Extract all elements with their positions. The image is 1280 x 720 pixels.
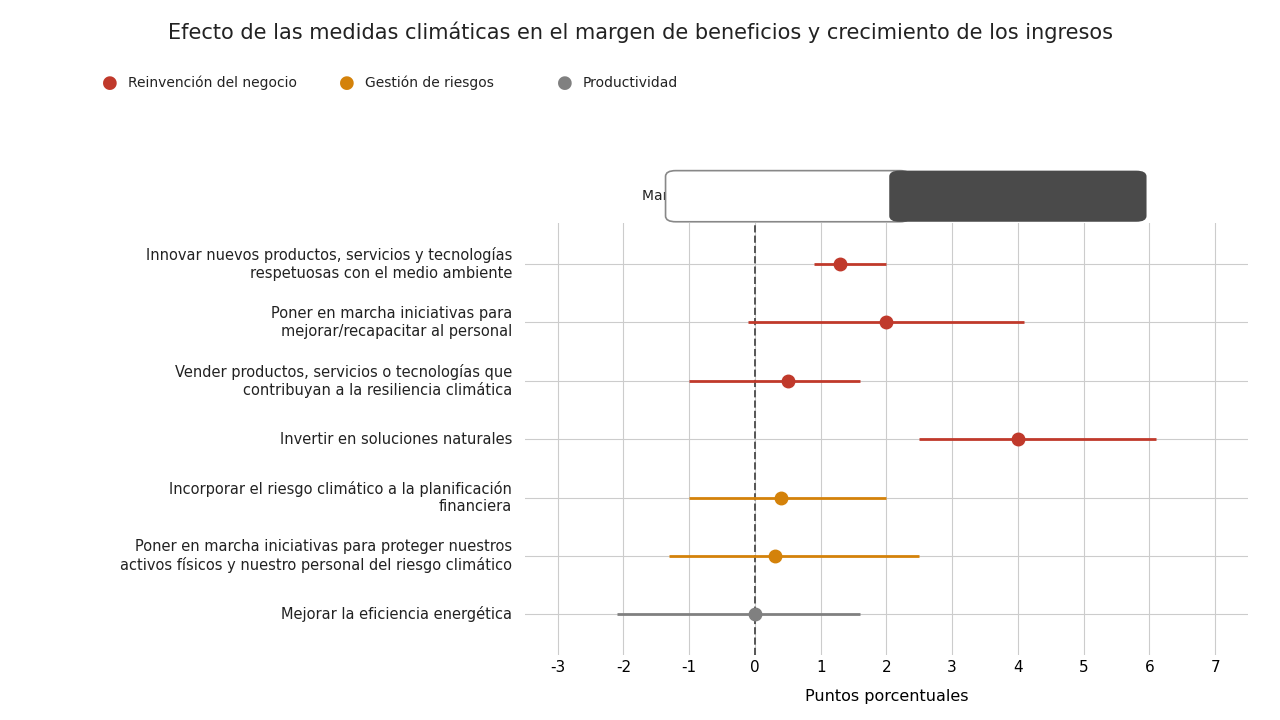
Text: Efecto de las medidas climáticas en el margen de beneficios y crecimiento de los: Efecto de las medidas climáticas en el m… [168, 22, 1112, 43]
Text: Incorporar el riesgo climático a la planificación
financiera: Incorporar el riesgo climático a la plan… [169, 481, 512, 514]
Text: Reinvención del negocio: Reinvención del negocio [128, 76, 297, 90]
Text: Innovar nuevos productos, servicios y tecnologías
respetuosas con el medio ambie: Innovar nuevos productos, servicios y te… [146, 248, 512, 281]
Text: Poner en marcha iniciativas para proteger nuestros
activos físicos y nuestro per: Poner en marcha iniciativas para protege… [120, 539, 512, 572]
Text: Invertir en soluciones naturales: Invertir en soluciones naturales [279, 432, 512, 446]
Text: Gestión de riesgos: Gestión de riesgos [365, 76, 494, 90]
Text: Productividad: Productividad [582, 76, 677, 90]
Text: Vender productos, servicios o tecnologías que
contribuyan a la resiliencia climá: Vender productos, servicios o tecnología… [175, 364, 512, 398]
Text: ●: ● [339, 73, 355, 91]
Text: Margen de beneficio: Margen de beneficio [641, 189, 787, 203]
Text: Poner en marcha iniciativas para
mejorar/recapacitar al personal: Poner en marcha iniciativas para mejorar… [271, 306, 512, 338]
Text: premium: premium [787, 189, 850, 203]
X-axis label: Puntos porcentuales: Puntos porcentuales [805, 689, 968, 704]
Text: premium: premium [1018, 189, 1080, 203]
Text: ●: ● [557, 73, 572, 91]
Text: Mejorar la eficiencia energética: Mejorar la eficiencia energética [282, 606, 512, 622]
Text: ●: ● [102, 73, 118, 91]
Text: Crecimiento de ingresos: Crecimiento de ingresos [845, 189, 1018, 203]
